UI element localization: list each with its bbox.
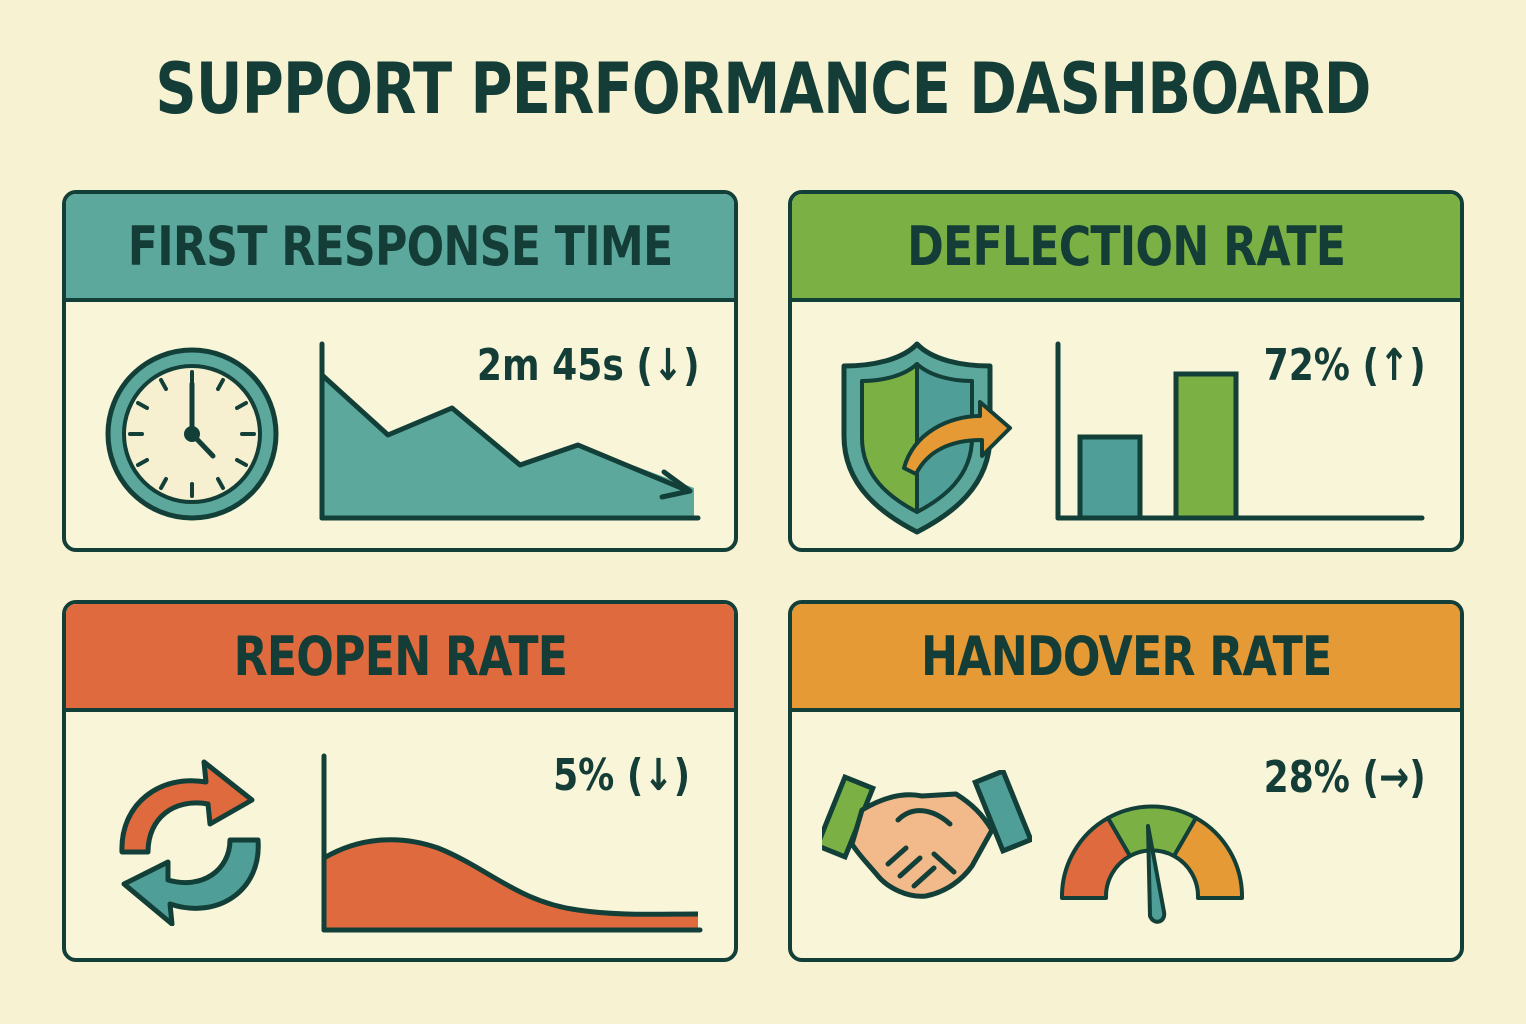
card-handover-rate: HANDOVER RATE 28% (→)	[788, 600, 1464, 962]
card-title: FIRST RESPONSE TIME	[127, 214, 674, 278]
refresh-cycle-icon	[119, 759, 261, 926]
card-reopen-rate: REOPEN RATE 5% (↓)	[62, 600, 738, 962]
card-header: DEFLECTION RATE	[792, 194, 1460, 302]
response-time-area-chart	[319, 341, 701, 521]
card-deflection-rate: DEFLECTION RATE 72% (↑)	[788, 190, 1464, 552]
clock-icon	[105, 347, 279, 521]
metric-value: 28% (→)	[1263, 752, 1426, 803]
card-first-response-time: FIRST RESPONSE TIME 2m 45s (↓)	[62, 190, 738, 552]
card-header: HANDOVER RATE	[792, 604, 1460, 712]
card-title: HANDOVER RATE	[920, 624, 1332, 688]
deflection-bar-chart	[1055, 341, 1425, 521]
card-title: DEFLECTION RATE	[906, 214, 1346, 278]
card-header: FIRST RESPONSE TIME	[66, 194, 734, 302]
page-title: SUPPORT PERFORMANCE DASHBOARD	[155, 48, 1371, 130]
metric-value: 72% (↑)	[1263, 340, 1426, 391]
card-title: REOPEN RATE	[233, 624, 567, 688]
card-header: REOPEN RATE	[66, 604, 734, 712]
handshake-icon	[822, 770, 1032, 899]
shield-arrow-icon	[841, 341, 1012, 535]
handover-gauge-chart	[1059, 804, 1245, 924]
metric-value: 5% (↓)	[552, 750, 690, 801]
metric-value: 2m 45s (↓)	[477, 340, 700, 391]
reopen-area-chart	[321, 753, 703, 933]
